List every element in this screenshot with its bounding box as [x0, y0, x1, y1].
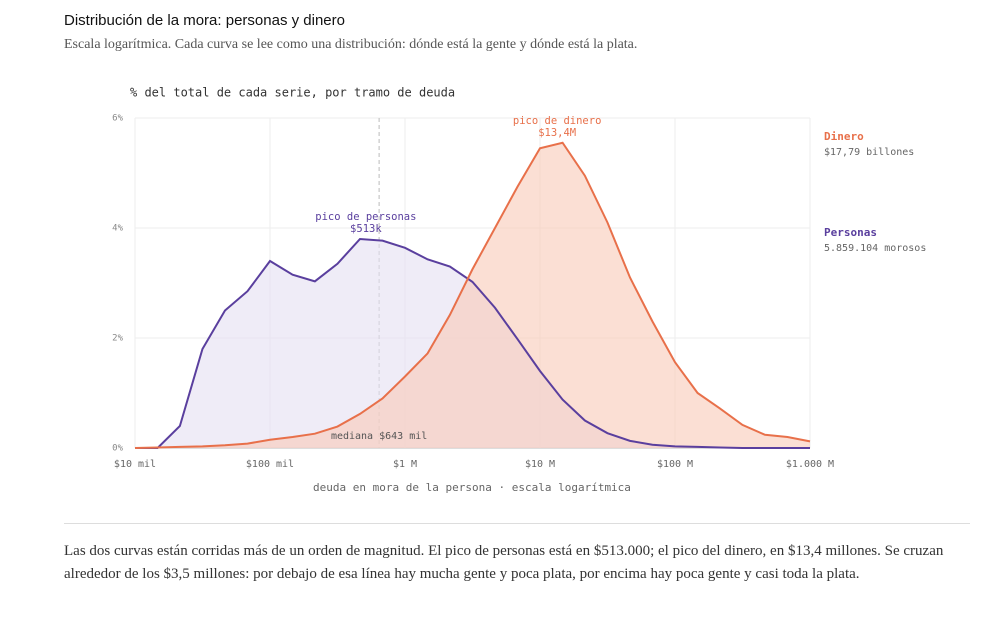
median-value: $643 mil	[379, 431, 427, 442]
y-tick-label: 0%	[112, 444, 123, 454]
legend-name: Dinero	[824, 130, 864, 143]
legend-name: Personas	[824, 226, 877, 239]
y-tick-label: 2%	[112, 334, 123, 344]
y-tick-label: 6%	[112, 114, 123, 124]
page-title: Distribución de la mora: personas y dine…	[64, 12, 345, 29]
legend-total: $17,79 billones	[824, 147, 914, 158]
x-tick-label: $1.000 M	[786, 459, 834, 470]
legend-total: 5.859.104 morosos	[824, 243, 926, 254]
median-label: mediana $643 mil	[331, 431, 427, 442]
peak-value: $13,4M	[538, 127, 576, 139]
peak-label: pico de dinero	[513, 115, 602, 127]
x-tick-label: $100 M	[657, 459, 693, 470]
body-text: Las dos curvas están corridas más de un …	[64, 543, 944, 582]
x-tick-label: $100 mil	[246, 459, 294, 470]
x-tick-label: $1 M	[393, 459, 417, 470]
area	[135, 142, 810, 448]
x-axis-label: deuda en mora de la persona · escala log…	[313, 481, 631, 494]
chart: % del total de cada serie, por tramo de …	[112, 86, 926, 495]
divider	[64, 523, 970, 524]
x-tick-label: $10 M	[525, 459, 555, 470]
peak-label: pico de personas	[315, 211, 416, 223]
median-text: mediana	[331, 431, 373, 442]
page-subtitle: Escala logarítmica. Cada curva se lee co…	[64, 37, 638, 52]
line	[134, 141, 811, 449]
chart-title: % del total de cada serie, por tramo de …	[130, 86, 455, 100]
line	[135, 237, 810, 449]
x-tick-label: $10 mil	[114, 459, 156, 470]
peak-value: $513k	[350, 223, 382, 235]
y-tick-label: 4%	[112, 224, 123, 234]
